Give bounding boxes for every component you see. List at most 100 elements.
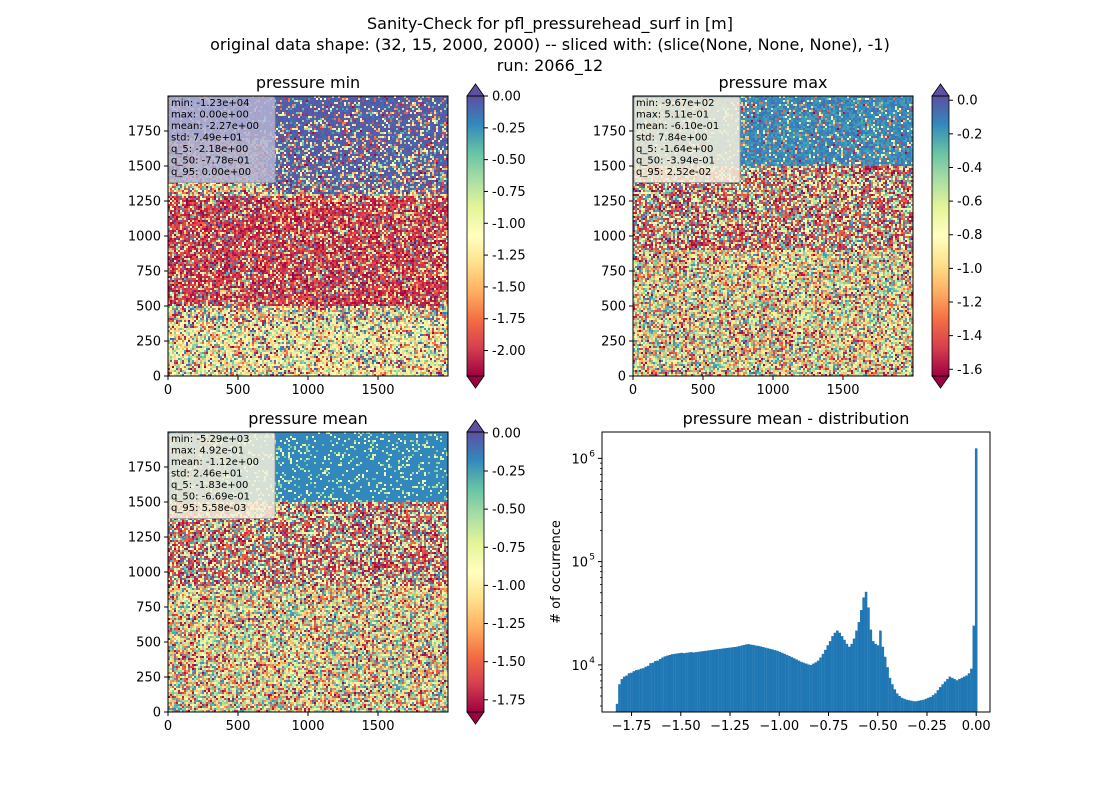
y-tick-label: 10 bbox=[571, 556, 588, 571]
histogram-bar bbox=[769, 648, 772, 712]
histogram-bar bbox=[771, 649, 774, 712]
histogram-bar bbox=[967, 673, 971, 712]
histogram-bar bbox=[697, 651, 700, 712]
histogram-bar bbox=[785, 654, 789, 712]
x-tick-label: 500 bbox=[226, 383, 251, 398]
histogram-bar bbox=[749, 644, 753, 712]
histogram-bar bbox=[721, 648, 724, 712]
colorbar-tick-label: -1.50 bbox=[492, 280, 526, 295]
x-tick-label: −0.25 bbox=[907, 719, 947, 734]
histogram-bar bbox=[668, 654, 672, 712]
y-tick-label: 1500 bbox=[593, 160, 626, 175]
histogram-bar bbox=[824, 649, 827, 712]
y-tick-label: 750 bbox=[136, 265, 161, 280]
y-tick-label: 1750 bbox=[593, 125, 626, 140]
histogram-bar bbox=[840, 636, 844, 712]
stats-line: q_5: -1.83e+00 bbox=[171, 480, 248, 491]
colorbar-tick-label: -1.25 bbox=[492, 249, 526, 264]
histogram-bar bbox=[857, 622, 861, 712]
histogram-bar bbox=[819, 657, 822, 712]
histogram-bar bbox=[730, 647, 734, 712]
histogram-bar bbox=[704, 650, 707, 712]
histogram-bar bbox=[833, 632, 837, 712]
histogram-bar bbox=[625, 675, 628, 712]
histogram-bar bbox=[716, 649, 719, 712]
stats-line: std: 7.84e+00 bbox=[636, 133, 708, 144]
x-tick-label: 500 bbox=[226, 719, 251, 734]
stats-line: q_95: 5.58e-03 bbox=[171, 503, 246, 514]
stats-line: max: 5.11e-01 bbox=[636, 110, 709, 121]
colorbar-frame bbox=[466, 95, 485, 377]
x-tick-label: −0.75 bbox=[809, 719, 849, 734]
histogram-bar bbox=[807, 664, 810, 712]
histogram-bar bbox=[725, 647, 729, 712]
colorbar-tick-label: -1.00 bbox=[492, 579, 526, 594]
y-tick-label: 500 bbox=[136, 636, 161, 651]
histogram-bar bbox=[931, 695, 935, 712]
y-tick-label: 10 bbox=[571, 659, 588, 674]
stats-line: q_5: -1.64e+00 bbox=[636, 144, 713, 155]
histogram-bar bbox=[797, 660, 801, 712]
panel-title: pressure mean - distribution bbox=[683, 409, 910, 428]
figure-title-line-1: Sanity-Check for pfl_pressurehead_surf i… bbox=[367, 14, 733, 33]
histogram-bar bbox=[642, 668, 645, 712]
panel-title: pressure max bbox=[718, 73, 827, 92]
histogram-bar bbox=[740, 645, 743, 712]
y-tick-label: 1500 bbox=[128, 496, 161, 511]
colorbar-extend-top bbox=[466, 83, 485, 97]
heatmap-panel-1: pressure max 0 500 1000 1500 0 250 500 750 1000 12… bbox=[593, 73, 982, 398]
histogram-bar bbox=[962, 676, 966, 712]
y-tick-label: 10 bbox=[571, 452, 588, 467]
colorbar-tick-label: -1.25 bbox=[492, 617, 526, 632]
histogram-bar bbox=[843, 639, 846, 712]
x-tick-label: 1000 bbox=[756, 383, 789, 398]
colorbar-tick-label: -0.75 bbox=[492, 541, 526, 556]
histogram-bar bbox=[634, 670, 638, 712]
colorbar-tick-label: 0.00 bbox=[492, 426, 521, 441]
histogram-bar bbox=[955, 680, 959, 712]
stats-line: max: 0.00e+00 bbox=[171, 110, 249, 121]
colorbar bbox=[932, 96, 949, 376]
histogram-bar bbox=[759, 646, 762, 712]
histogram-bar bbox=[965, 675, 968, 712]
stats-line: max: 4.92e-01 bbox=[171, 446, 244, 457]
colorbar-tick-label: -0.6 bbox=[957, 195, 982, 210]
colorbar-tick-label: 0.0 bbox=[957, 94, 978, 109]
histogram-bar bbox=[742, 644, 746, 712]
histogram-bar bbox=[747, 644, 751, 712]
y-tick-exponent: 5 bbox=[589, 553, 595, 563]
histogram-bar bbox=[658, 659, 662, 712]
histogram-bar bbox=[831, 636, 834, 712]
stats-box bbox=[168, 96, 276, 183]
colorbar bbox=[467, 96, 484, 376]
histogram-bar bbox=[907, 700, 911, 712]
colorbar-tick-label: 0.00 bbox=[492, 90, 521, 105]
histogram-bar bbox=[804, 663, 808, 712]
histogram-bar bbox=[678, 653, 681, 712]
stats-line: mean: -6.10e-01 bbox=[636, 121, 719, 132]
colorbar-tick-label: -1.0 bbox=[957, 262, 982, 277]
histogram-bar bbox=[701, 651, 705, 712]
x-tick-label: −1.00 bbox=[759, 719, 799, 734]
y-tick-label: 250 bbox=[601, 335, 626, 350]
histogram-bar bbox=[637, 669, 640, 712]
histogram-bar bbox=[654, 661, 657, 712]
histogram-bar bbox=[900, 697, 904, 712]
histogram-bar bbox=[876, 645, 880, 712]
colorbar-tick-label: -0.8 bbox=[957, 228, 982, 243]
histogram-bar bbox=[790, 657, 794, 712]
histogram-bar bbox=[867, 607, 870, 712]
y-tick-label: 250 bbox=[136, 671, 161, 686]
histogram-bar bbox=[881, 646, 885, 712]
stats-line: std: 7.49e+01 bbox=[171, 133, 243, 144]
colorbar-extend-bottom bbox=[931, 375, 950, 389]
histogram-bar bbox=[764, 647, 767, 712]
histogram-bar bbox=[694, 652, 698, 712]
histogram-bar bbox=[666, 655, 669, 712]
stats-line: mean: -1.12e+00 bbox=[171, 457, 259, 468]
colorbar-tick-label: -1.6 bbox=[957, 363, 982, 378]
y-tick-label: 750 bbox=[136, 601, 161, 616]
histogram-bar bbox=[780, 652, 784, 712]
histogram-bar bbox=[757, 645, 760, 712]
